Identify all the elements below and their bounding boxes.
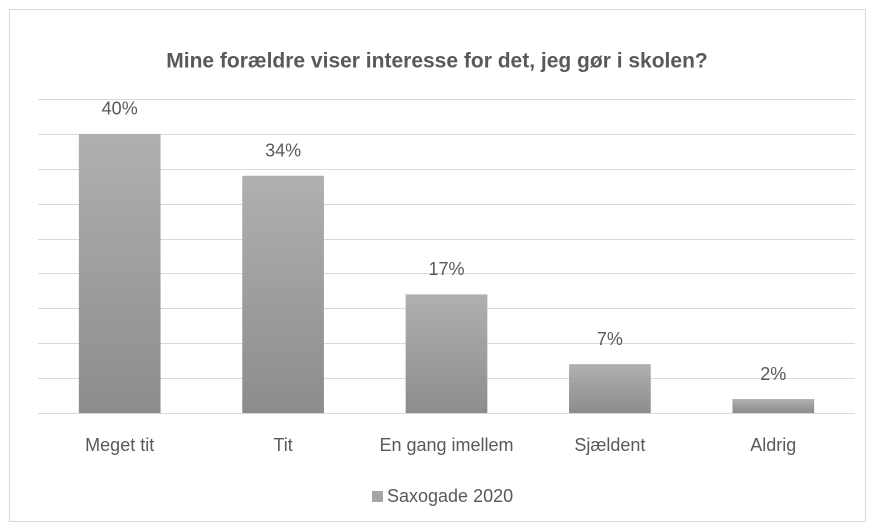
bar	[732, 399, 815, 413]
data-label: 34%	[265, 141, 301, 161]
bar	[569, 364, 651, 413]
x-tick-label: Tit	[273, 435, 292, 455]
x-tick-label: Meget tit	[85, 435, 154, 455]
data-label: 7%	[597, 329, 623, 349]
legend-label: Saxogade 2020	[387, 486, 513, 506]
bar	[78, 133, 161, 413]
data-label: 17%	[428, 259, 464, 279]
bar	[242, 175, 324, 413]
data-label: 40%	[102, 99, 138, 119]
data-label: 2%	[760, 364, 786, 384]
x-tick-label: Aldrig	[750, 435, 796, 455]
x-tick-label: Sjældent	[574, 435, 645, 455]
chart-title: Mine forældre viser interesse for det, j…	[166, 50, 707, 73]
x-tick-label: En gang imellem	[379, 435, 513, 455]
bar	[405, 294, 488, 413]
legend-swatch	[372, 491, 383, 502]
